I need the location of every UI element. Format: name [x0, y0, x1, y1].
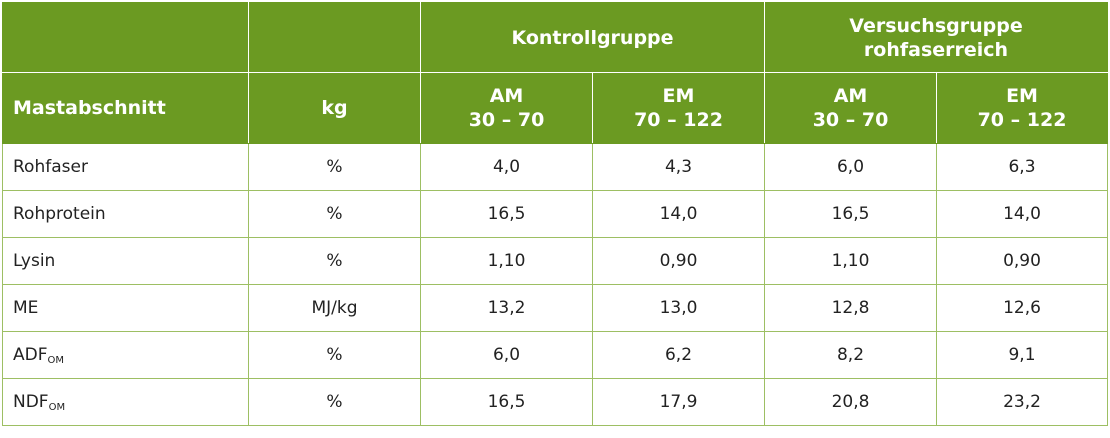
header-empty-cell	[2, 2, 249, 73]
unit-cell: %	[248, 190, 421, 238]
value-cell: 1,10	[420, 237, 593, 285]
column-header-versuch-em: EM 70 – 122	[935, 72, 1109, 144]
value-cell: 1,10	[764, 237, 937, 285]
table-row: ADFOM % 6,0 6,2 8,2 9,1	[2, 331, 1109, 379]
value-cell: 14,0	[935, 190, 1109, 238]
table-row: NDFOM % 16,5 17,9 20,8 23,2	[2, 378, 1109, 426]
unit-cell: %	[248, 237, 421, 285]
header-empty-cell	[248, 2, 421, 73]
row-label: ME	[2, 284, 249, 332]
group-header-kontrollgruppe: Kontrollgruppe	[420, 2, 765, 73]
value-cell: 12,6	[935, 284, 1109, 332]
row-label: Lysin	[2, 237, 249, 285]
value-cell: 6,0	[764, 143, 937, 191]
unit-cell: %	[248, 378, 421, 426]
table-row: Lysin % 1,10 0,90 1,10 0,90	[2, 237, 1109, 285]
row-label: Rohprotein	[2, 190, 249, 238]
table-row: Rohfaser % 4,0 4,3 6,0 6,3	[2, 143, 1109, 191]
value-cell: 6,0	[420, 331, 593, 379]
row-label: Rohfaser	[2, 143, 249, 191]
value-cell: 14,0	[592, 190, 765, 238]
value-cell: 12,8	[764, 284, 937, 332]
value-cell: 4,3	[592, 143, 765, 191]
value-cell: 6,2	[592, 331, 765, 379]
feed-composition-table: Kontrollgruppe Versuchsgruppe rohfaserre…	[2, 2, 1109, 426]
column-header-mastabschnitt: Mastabschnitt	[2, 72, 249, 144]
unit-cell: %	[248, 143, 421, 191]
table-row: ME MJ/kg 13,2 13,0 12,8 12,6	[2, 284, 1109, 332]
column-header-kontroll-am: AM 30 – 70	[420, 72, 593, 144]
value-cell: 20,8	[764, 378, 937, 426]
unit-cell: %	[248, 331, 421, 379]
value-cell: 13,0	[592, 284, 765, 332]
value-cell: 9,1	[935, 331, 1109, 379]
column-header-versuch-am: AM 30 – 70	[764, 72, 937, 144]
value-cell: 16,5	[764, 190, 937, 238]
value-cell: 17,9	[592, 378, 765, 426]
row-label: NDFOM	[2, 378, 249, 426]
value-cell: 0,90	[935, 237, 1109, 285]
value-cell: 6,3	[935, 143, 1109, 191]
value-cell: 23,2	[935, 378, 1109, 426]
group-header-versuchsgruppe: Versuchsgruppe rohfaserreich	[763, 2, 1109, 73]
value-cell: 16,5	[420, 190, 593, 238]
table-row: Rohprotein % 16,5 14,0 16,5 14,0	[2, 190, 1109, 238]
value-cell: 13,2	[420, 284, 593, 332]
value-cell: 8,2	[764, 331, 937, 379]
column-header-kontroll-em: EM 70 – 122	[592, 72, 765, 144]
value-cell: 0,90	[592, 237, 765, 285]
row-label: ADFOM	[2, 331, 249, 379]
unit-cell: MJ/kg	[248, 284, 421, 332]
value-cell: 4,0	[420, 143, 593, 191]
column-header-unit: kg	[248, 72, 421, 144]
value-cell: 16,5	[420, 378, 593, 426]
